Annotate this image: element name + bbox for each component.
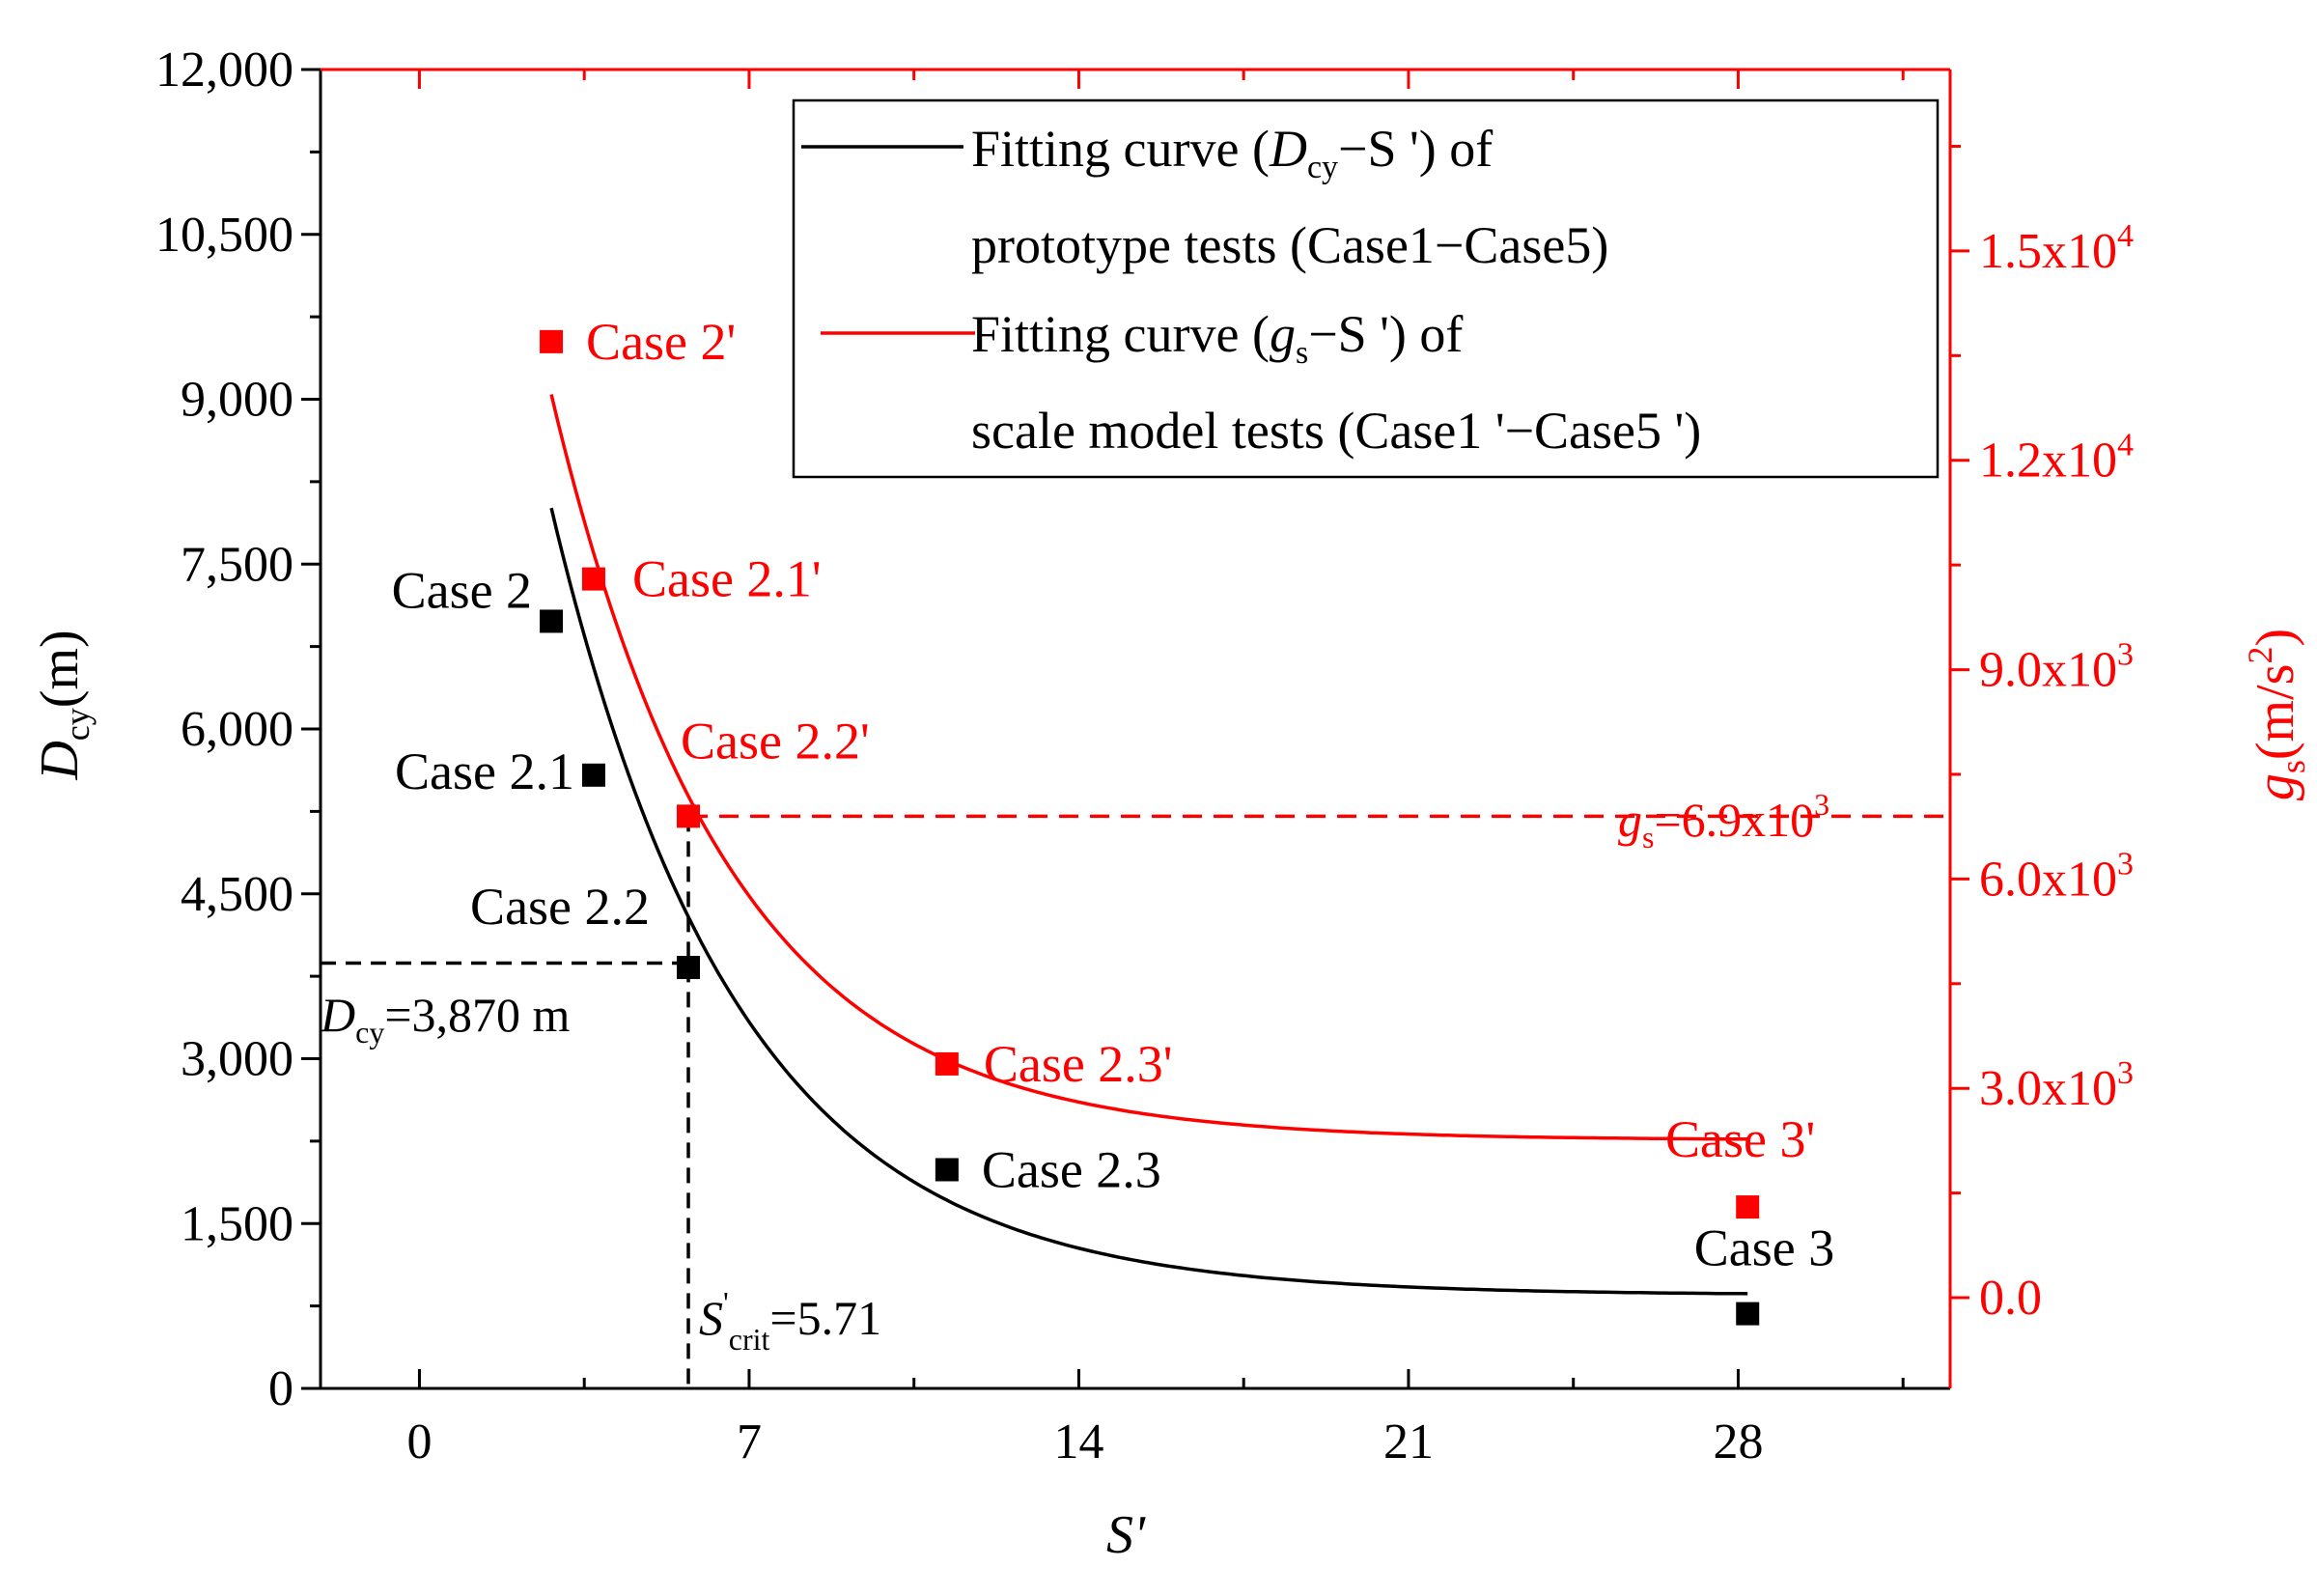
y-right-ticks (1950, 145, 1969, 1300)
label-scale-model: Case 2.2' (681, 712, 870, 770)
label-scale-model: Case 2.1' (632, 550, 822, 608)
y-right-tick-label: 1.5x104 (1979, 218, 2134, 279)
point-scale-model (581, 567, 605, 591)
point-prototype (1736, 1302, 1760, 1326)
legend: Fitting curve (Dcy−S ') of prototype tes… (792, 98, 1940, 479)
x-tick-label: 28 (1713, 1414, 1763, 1470)
y-left-tick-label: 7,500 (181, 537, 293, 592)
x-tick-labels: 0 7 14 21 28 (406, 1414, 1763, 1470)
label-scale-model: Case 2' (586, 313, 736, 371)
data-points (540, 329, 1760, 1326)
point-scale-model (935, 1051, 959, 1076)
label-prototype: Case 2.1 (395, 742, 574, 800)
y-left-tick-label: 4,500 (181, 867, 293, 922)
y-right-tick-label: 1.2x104 (1979, 428, 2134, 489)
y-right-tick-label: 0.0 (1979, 1271, 2042, 1326)
label-prototype: Case 2.2 (470, 878, 650, 936)
x-axis-title: S' (1106, 1505, 1146, 1565)
label-scale-model: Case 3' (1665, 1110, 1815, 1168)
y-left-tick-label: 3,000 (181, 1032, 293, 1087)
y-left-tick-labels: 0 1,500 3,000 4,500 6,000 7,500 9,000 10,500 12,… (155, 42, 293, 1416)
y-left-tick-label: 12,000 (155, 42, 293, 98)
label-prototype: Case 3 (1694, 1219, 1834, 1277)
point-scale-model (1736, 1195, 1760, 1219)
x-tick-label: 7 (737, 1414, 762, 1470)
y-left-tick-label: 10,500 (155, 208, 293, 263)
point-prototype (540, 609, 564, 633)
legend-entry-prototype-line1: Fitting curve (Dcy−S ') of (971, 120, 1493, 185)
legend-entry-scale-model-line1: Fitting curve (gs−S ') of (971, 305, 1463, 371)
point-prototype (677, 956, 701, 980)
y-left-ticks (301, 68, 321, 1390)
data-point-labels: Case 2 Case 2.1 Case 2.2 Case 2.3 Case 3 Case… (392, 313, 1835, 1277)
x-tick-label: 0 (406, 1414, 432, 1470)
x-tick-label: 21 (1383, 1414, 1434, 1470)
annotation-gs: gs=6.9x103 (1618, 787, 1829, 854)
label-prototype: Case 2.3 (982, 1140, 1161, 1198)
legend-entry-prototype-line2: prototype tests (Case1−Case5) (971, 216, 1608, 274)
fit-curve-scale-model (549, 394, 1748, 1141)
annotation-scrit: S'crit=5.71 (699, 1285, 881, 1357)
point-scale-model (540, 329, 564, 353)
x-ticks (417, 70, 1905, 1388)
point-scale-model (677, 804, 701, 828)
y-left-tick-label: 6,000 (181, 702, 293, 757)
point-prototype (935, 1158, 959, 1182)
y-axis-left-title: Dcy(m) (30, 630, 97, 780)
y-right-tick-label: 3.0x103 (1979, 1055, 2134, 1116)
y-left-tick-label: 0 (268, 1361, 293, 1416)
y-left-tick-label: 1,500 (181, 1196, 293, 1251)
y-right-tick-label: 6.0x103 (1979, 846, 2134, 907)
y-right-tick-labels: 0.0 3.0x103 6.0x103 9.0x103 1.2x104 1.5x104 (1979, 218, 2134, 1326)
fit-curve-prototype (549, 507, 1748, 1296)
annotation-dcy: Dcy=3,870 m (320, 988, 571, 1050)
label-prototype: Case 2 (392, 561, 532, 619)
y-left-tick-label: 9,000 (181, 373, 293, 428)
legend-box (792, 98, 1940, 479)
label-scale-model: Case 2.3' (984, 1035, 1173, 1093)
point-prototype (581, 763, 605, 787)
y-right-tick-label: 9.0x103 (1979, 637, 2134, 698)
y-axis-right-title: gs(m/s2) (2241, 629, 2312, 800)
x-tick-label: 14 (1053, 1414, 1103, 1470)
legend-entry-scale-model-line2: scale model tests (Case1 '−Case5 ') (971, 402, 1701, 460)
